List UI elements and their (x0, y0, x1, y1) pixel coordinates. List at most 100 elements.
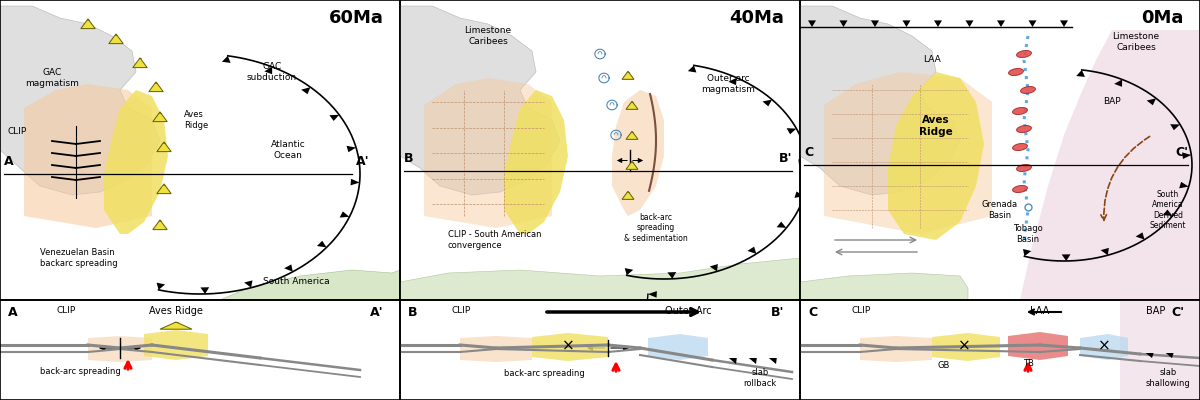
Text: ×: × (958, 338, 971, 354)
Polygon shape (1008, 332, 1068, 360)
Polygon shape (200, 287, 209, 294)
Text: A': A' (371, 306, 384, 319)
Polygon shape (932, 333, 1000, 361)
Text: CLIP: CLIP (56, 306, 76, 315)
Polygon shape (504, 90, 568, 234)
Ellipse shape (1016, 126, 1032, 132)
Polygon shape (626, 131, 638, 139)
Polygon shape (625, 268, 634, 275)
Polygon shape (564, 376, 572, 384)
Text: CLIP - South American
convergence: CLIP - South American convergence (448, 230, 541, 250)
Polygon shape (88, 336, 152, 362)
Text: Atlantic
Ocean: Atlantic Ocean (271, 140, 305, 160)
Polygon shape (144, 330, 208, 360)
Polygon shape (648, 334, 708, 360)
Text: Aves
Ridge: Aves Ridge (184, 110, 209, 130)
Polygon shape (808, 20, 816, 27)
Text: back-arc spreading: back-arc spreading (40, 368, 121, 376)
Polygon shape (329, 115, 340, 121)
Polygon shape (350, 179, 360, 185)
Polygon shape (1165, 353, 1174, 358)
Text: CLIP: CLIP (452, 306, 472, 315)
Polygon shape (1022, 249, 1031, 256)
Polygon shape (347, 146, 356, 152)
Text: C': C' (1171, 306, 1184, 319)
Polygon shape (1028, 20, 1037, 27)
Text: Limestone
Caribees: Limestone Caribees (1112, 32, 1159, 52)
Polygon shape (612, 90, 664, 216)
Text: slab
shallowing: slab shallowing (1146, 368, 1190, 388)
Text: B: B (404, 152, 414, 165)
Polygon shape (667, 272, 676, 279)
Text: 60Ma: 60Ma (329, 9, 384, 27)
Polygon shape (1182, 152, 1192, 159)
Ellipse shape (1016, 164, 1032, 172)
Text: Aves Ridge: Aves Ridge (149, 306, 203, 316)
Text: Outer Arc: Outer Arc (665, 306, 712, 316)
Polygon shape (460, 336, 532, 362)
Polygon shape (622, 71, 634, 79)
Polygon shape (648, 291, 656, 298)
Polygon shape (794, 192, 804, 198)
Polygon shape (769, 358, 776, 364)
Text: GAC
subduction: GAC subduction (247, 62, 298, 82)
Polygon shape (1060, 20, 1068, 27)
Polygon shape (157, 142, 172, 152)
Polygon shape (222, 56, 230, 63)
Polygon shape (24, 84, 152, 228)
Polygon shape (152, 220, 167, 230)
Text: Outer arc
magmatism: Outer arc magmatism (701, 74, 755, 94)
Polygon shape (934, 20, 942, 27)
Text: 0Ma: 0Ma (1141, 9, 1184, 27)
Text: LAA: LAA (1031, 306, 1050, 316)
Text: LAA: LAA (923, 56, 941, 64)
Text: BAP: BAP (1146, 306, 1165, 316)
Ellipse shape (1013, 108, 1027, 114)
Polygon shape (463, 370, 470, 378)
Polygon shape (133, 58, 148, 68)
Text: 40Ma: 40Ma (730, 9, 784, 27)
Polygon shape (532, 333, 608, 361)
Polygon shape (728, 78, 737, 85)
Polygon shape (626, 101, 638, 109)
Polygon shape (512, 381, 521, 388)
Polygon shape (424, 78, 552, 228)
Ellipse shape (1013, 186, 1027, 192)
Polygon shape (301, 87, 311, 94)
Polygon shape (0, 6, 160, 195)
Polygon shape (860, 336, 932, 362)
Polygon shape (152, 112, 167, 122)
Polygon shape (888, 72, 984, 240)
Polygon shape (220, 270, 400, 300)
Text: ×: × (562, 338, 575, 354)
Polygon shape (709, 264, 718, 272)
Polygon shape (400, 6, 560, 195)
Polygon shape (748, 247, 756, 254)
Text: Limestone
Caribees: Limestone Caribees (464, 26, 511, 46)
Text: BAP: BAP (1103, 98, 1121, 106)
Polygon shape (400, 258, 800, 300)
Polygon shape (787, 128, 797, 134)
Text: back-arc spreading: back-arc spreading (504, 370, 584, 378)
Polygon shape (104, 90, 168, 234)
Text: Grenada
Basin: Grenada Basin (982, 200, 1018, 220)
Text: A': A' (356, 155, 370, 168)
Polygon shape (284, 264, 293, 272)
Polygon shape (80, 19, 95, 29)
Text: TB: TB (1022, 360, 1033, 368)
Polygon shape (1076, 70, 1085, 77)
Text: C: C (808, 306, 817, 319)
Polygon shape (1100, 248, 1109, 255)
Polygon shape (636, 329, 647, 335)
Text: CLIP: CLIP (8, 128, 28, 136)
Text: GB: GB (938, 362, 950, 370)
Polygon shape (728, 358, 737, 364)
Polygon shape (1062, 254, 1070, 261)
Polygon shape (871, 20, 878, 27)
Polygon shape (1170, 124, 1180, 130)
Polygon shape (966, 20, 973, 27)
Polygon shape (902, 20, 911, 27)
Polygon shape (244, 280, 252, 288)
Polygon shape (1163, 210, 1172, 216)
Text: South America: South America (263, 278, 329, 286)
